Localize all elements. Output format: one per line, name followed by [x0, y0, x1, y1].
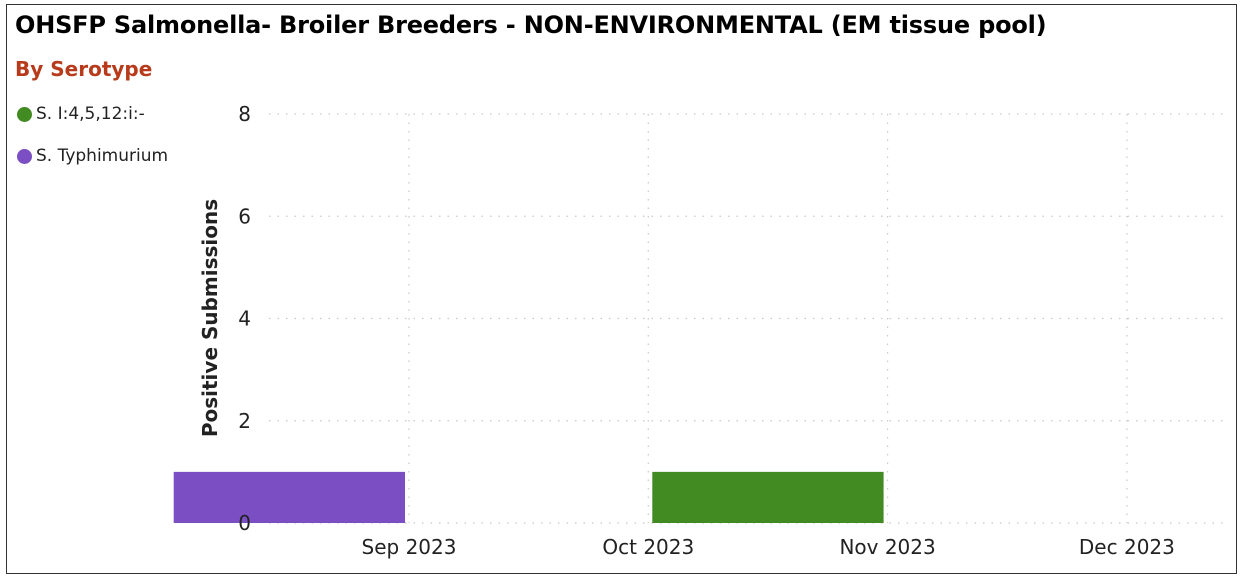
y-tick-label: 4: [238, 307, 251, 331]
chart-title: OHSFP Salmonella- Broiler Breeders - NON…: [15, 11, 1047, 39]
x-tick-label: Sep 2023: [362, 535, 457, 559]
x-tick-label: Nov 2023: [839, 535, 935, 559]
y-axis-title: Positive Submissions: [198, 199, 222, 437]
chart-panel: OHSFP Salmonella- Broiler Breeders - NON…: [6, 4, 1237, 574]
legend-marker-series-1: [17, 106, 32, 122]
x-tick-label: Dec 2023: [1079, 535, 1175, 559]
gridlines: [269, 113, 1229, 524]
bars: [173, 471, 884, 523]
legend-marker-series-2: [17, 148, 32, 164]
legend-item-series-1[interactable]: S. I:4,5,12:i:-: [17, 103, 168, 125]
x-tick-labels: Sep 2023 Oct 2023 Nov 2023 Dec 2023: [362, 535, 1175, 559]
bar-series-2[interactable]: [173, 471, 405, 523]
y-tick-labels: 0 2 4 6 8: [238, 102, 251, 535]
y-tick-label: 8: [238, 102, 251, 126]
legend-label-series-1: S. I:4,5,12:i:-: [36, 104, 145, 124]
legend: S. I:4,5,12:i:- S. Typhimurium: [17, 103, 168, 187]
y-tick-label: 6: [238, 204, 251, 228]
legend-label-series-2: S. Typhimurium: [36, 146, 169, 166]
x-tick-label: Oct 2023: [602, 535, 694, 559]
chart-plot: 0 2 4 6 8 Sep 2023 Oct 2023 Nov 2023 Dec 2023 P…: [173, 102, 1229, 559]
y-tick-label: 2: [238, 409, 251, 433]
chart-subtitle: By Serotype: [15, 57, 153, 81]
bar-series-1[interactable]: [652, 471, 884, 523]
y-tick-label: 0: [238, 511, 251, 535]
legend-item-series-2[interactable]: S. Typhimurium: [17, 145, 168, 167]
